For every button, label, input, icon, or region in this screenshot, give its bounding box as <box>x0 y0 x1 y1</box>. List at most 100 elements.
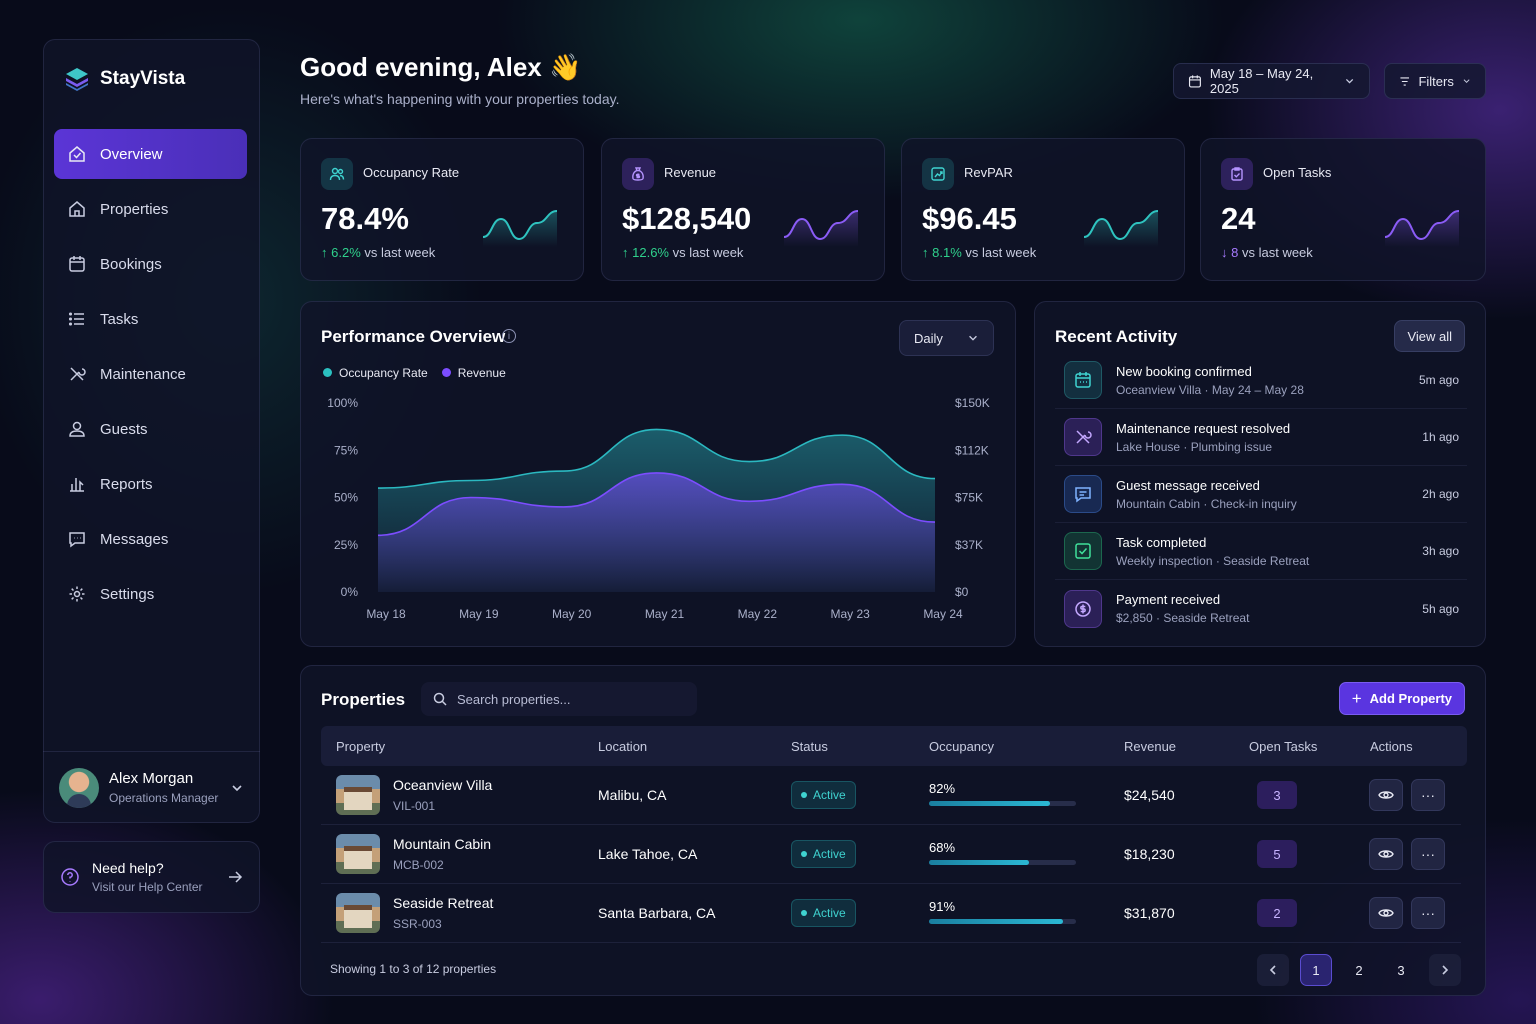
sidebar-item-messages[interactable]: Messages <box>54 514 247 564</box>
activity-item[interactable]: Maintenance request resolved Lake House ·… <box>1055 409 1467 466</box>
property-thumbnail <box>336 775 380 815</box>
activity-item[interactable]: Payment received $2,850 · Seaside Retreat… <box>1055 580 1467 637</box>
user-card[interactable]: Alex Morgan Operations Manager <box>43 751 260 823</box>
kpi-delta: ↑ 6.2% vs last week <box>321 245 435 260</box>
chevron-down-icon[interactable] <box>230 781 244 795</box>
kpi-card-revpar[interactable]: RevPAR $96.45 ↑ 8.1% vs last week <box>901 138 1185 281</box>
sidebar-item-bookings[interactable]: Bookings <box>54 239 247 289</box>
column-header-status[interactable]: Status <box>791 739 828 754</box>
prev-page-button[interactable] <box>1257 954 1289 986</box>
help-subtitle: Visit our Help Center <box>92 880 203 894</box>
gear-icon <box>69 586 85 602</box>
kpi-delta-value: 6.2% <box>331 245 361 260</box>
page-button-2[interactable]: 2 <box>1355 962 1363 978</box>
chart-icon <box>70 478 84 492</box>
property-location: Santa Barbara, CA <box>598 905 716 921</box>
sidebar-nav: Overview Properties Bookings Tasks Maint… <box>54 129 247 624</box>
column-header-revenue[interactable]: Revenue <box>1124 739 1177 754</box>
column-header-property[interactable]: Property <box>336 739 386 754</box>
kpi-delta: ↑ 12.6% vs last week <box>622 245 743 260</box>
status-badge: Active <box>791 899 856 927</box>
legend-item-occupancy[interactable]: Occupancy Rate <box>323 366 428 380</box>
stayvista-logo-icon <box>66 68 88 91</box>
performance-title: Performance Overview <box>321 327 506 346</box>
filters-button[interactable]: Filters <box>1384 63 1486 99</box>
chevron-down-icon <box>969 335 977 341</box>
user-icon <box>69 421 85 437</box>
y-tick-label-left: 100% <box>327 396 358 410</box>
kpi-card-revenue[interactable]: Revenue $128,540 ↑ 12.6% vs last week <box>601 138 885 281</box>
column-header-location[interactable]: Location <box>598 739 648 754</box>
activity-item[interactable]: Task completed Weekly inspection · Seasid… <box>1055 523 1467 580</box>
sidebar-item-maintenance[interactable]: Maintenance <box>54 349 247 399</box>
activity-title: Guest message received <box>1116 477 1260 493</box>
user-name: Alex Morgan <box>109 770 194 787</box>
activity-detail: Lake House · Plumbing issue <box>1116 439 1273 454</box>
status-label: Active <box>813 788 846 802</box>
message-icon <box>69 532 85 548</box>
table-row[interactable]: Seaside Retreat SSR-003 Santa Barbara, C… <box>321 884 1461 943</box>
period-label: Daily <box>914 330 943 346</box>
kpi-delta-suffix: vs last week <box>1241 245 1313 260</box>
search-icon <box>433 692 447 706</box>
page-button-1[interactable]: 1 <box>1300 954 1332 986</box>
sparkline-area <box>1084 211 1158 247</box>
sidebar-item-settings[interactable]: Settings <box>54 569 247 619</box>
more-options-button[interactable]: ··· <box>1411 897 1445 929</box>
table-row[interactable]: Oceanview Villa VIL-001 Malibu, CA Activ… <box>321 766 1461 825</box>
sidebar-item-overview[interactable]: Overview <box>54 129 247 179</box>
date-range-label: May 18 – May 24, 2025 <box>1209 66 1314 96</box>
occupancy-bar <box>929 801 1076 806</box>
x-tick-label: May 21 <box>645 607 685 621</box>
properties-card: Properties + Add Property Property Locat… <box>300 665 1486 996</box>
kpi-delta-suffix: vs last week <box>364 245 436 260</box>
info-icon[interactable]: i <box>502 329 516 343</box>
view-all-button[interactable]: View all <box>1394 320 1465 352</box>
more-options-button[interactable]: ··· <box>1411 779 1445 811</box>
kpi-card-open-tasks[interactable]: Open Tasks 24 ↓ 8 vs last week <box>1200 138 1486 281</box>
activity-detail: $2,850 · Seaside Retreat <box>1116 611 1250 625</box>
plus-icon: + <box>1351 688 1362 708</box>
property-revenue: $24,540 <box>1124 787 1175 803</box>
activity-item[interactable]: New booking confirmed Oceanview Villa · M… <box>1055 352 1467 409</box>
view-button[interactable] <box>1369 838 1403 870</box>
y-tick-label-left: 50% <box>334 491 358 505</box>
open-tasks-badge[interactable]: 5 <box>1257 840 1297 868</box>
sidebar-item-reports[interactable]: Reports <box>54 459 247 509</box>
more-icon: ··· <box>1421 846 1435 862</box>
view-button[interactable] <box>1369 779 1403 811</box>
activity-item[interactable]: Guest message received Mountain Cabin · C… <box>1055 466 1467 523</box>
performance-chart: 100% 75% 50% 25% 0% $150K $112K $75K $37K $0 May 1… <box>327 396 989 621</box>
help-card[interactable]: Need help? Visit our Help Center <box>43 841 260 913</box>
kpi-delta-suffix: vs last week <box>672 245 744 260</box>
add-property-button[interactable]: + Add Property <box>1338 682 1465 715</box>
search-input[interactable] <box>457 691 677 707</box>
brand[interactable]: StayVista <box>64 66 185 92</box>
activity-detail: Mountain Cabin · Check-in inquiry <box>1116 496 1297 511</box>
view-button[interactable] <box>1369 897 1403 929</box>
x-tick-label: May 19 <box>459 607 499 621</box>
activity-list: New booking confirmed Oceanview Villa · M… <box>1055 352 1467 637</box>
page-button-3[interactable]: 3 <box>1397 962 1405 978</box>
property-location: Lake Tahoe, CA <box>598 846 698 862</box>
kpi-delta: ↑ 8.1% vs last week <box>922 245 1036 260</box>
sparkline-line <box>1083 210 1159 241</box>
kpi-label: RevPAR <box>964 165 1013 180</box>
more-options-button[interactable]: ··· <box>1411 838 1445 870</box>
sidebar-item-guests[interactable]: Guests <box>54 404 247 454</box>
kpi-card-occupancy[interactable]: Occupancy Rate 78.4% ↑ 6.2% vs last week <box>300 138 584 281</box>
column-header-open-tasks[interactable]: Open Tasks <box>1249 739 1318 754</box>
open-tasks-badge[interactable]: 3 <box>1257 781 1297 809</box>
period-select[interactable]: Daily <box>899 320 994 356</box>
table-row[interactable]: Mountain Cabin MCB-002 Lake Tahoe, CA Ac… <box>321 825 1461 884</box>
legend-item-revenue[interactable]: Revenue <box>441 366 506 380</box>
open-tasks-badge[interactable]: 2 <box>1257 899 1297 927</box>
sidebar-item-properties[interactable]: Properties <box>54 184 247 234</box>
sidebar-item-tasks[interactable]: Tasks <box>54 294 247 344</box>
arrow-right-icon[interactable] <box>227 869 243 885</box>
recent-activity-card: Recent Activity View all New booking con… <box>1034 301 1486 647</box>
trend-chart-icon <box>922 158 954 190</box>
date-range-picker[interactable]: May 18 – May 24, 2025 <box>1173 63 1370 99</box>
next-page-button[interactable] <box>1429 954 1461 986</box>
column-header-occupancy[interactable]: Occupancy <box>929 739 995 754</box>
